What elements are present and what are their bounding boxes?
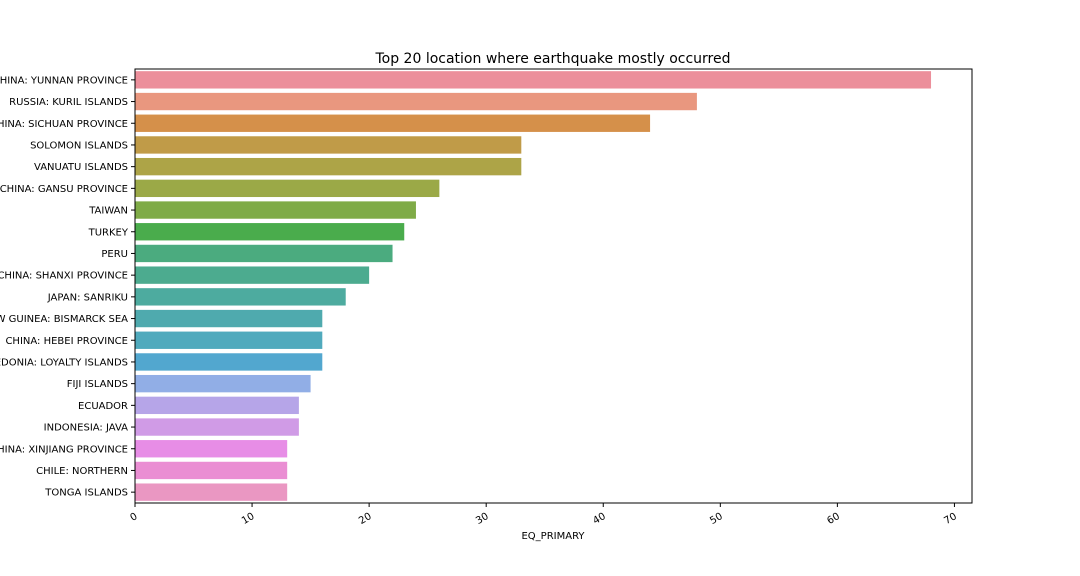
bar-turkey	[135, 223, 405, 241]
bar-china-shanxi-province	[135, 266, 370, 284]
bar-papua-new-guinea-bismarck-sea	[135, 309, 323, 328]
bar-china-gansu-province	[135, 179, 440, 198]
y-tick-label: CHINA: GANSU PROVINCE	[0, 184, 128, 195]
x-tick-label: 20	[357, 511, 374, 527]
y-tick-label: TURKEY	[88, 227, 129, 238]
x-tick-label: 0	[128, 511, 139, 524]
bar-solomon-islands	[135, 136, 522, 154]
x-tick-label: 60	[825, 511, 842, 527]
bar-japan-sanriku	[135, 288, 346, 306]
chart-title: Top 20 location where earthquake mostly …	[374, 51, 730, 67]
y-tick-label: CHINA: YUNNAN PROVINCE	[0, 75, 128, 86]
x-axis-label: EQ_PRIMARY	[521, 531, 585, 542]
y-tick-label: JAPAN: SANRIKU	[47, 292, 128, 303]
bar-peru	[135, 244, 393, 263]
y-tick-label: CHINA: SHANXI PROVINCE	[0, 271, 128, 282]
y-tick-label: PERU	[101, 249, 128, 260]
y-tick-label: INDONESIA: JAVA	[44, 423, 128, 434]
y-tick-label: ECUADOR	[78, 401, 128, 412]
plot-frame	[134, 68, 973, 504]
bar-vanuatu-islands	[135, 157, 522, 176]
y-tick-label: CHINA: XINJIANG PROVINCE	[0, 444, 128, 455]
y-tick-label: CHINA: SICHUAN PROVINCE	[0, 119, 128, 130]
bars-layer	[135, 71, 932, 501]
y-tick-label: RUSSIA: KURIL ISLANDS	[9, 97, 128, 108]
y-tick-label: NEW CALEDONIA: LOYALTY ISLANDS	[0, 357, 128, 368]
bar-russia-kuril-islands	[135, 92, 697, 111]
y-tick-label: TONGA ISLANDS	[44, 488, 128, 499]
y-tick-label: CHILE: NORTHERN	[36, 466, 128, 477]
bar-taiwan	[135, 201, 416, 219]
x-tick-label: 40	[591, 511, 608, 527]
y-tick-label: SOLOMON ISLANDS	[30, 140, 128, 151]
y-tick-label: PAPUA NEW GUINEA: BISMARCK SEA	[0, 314, 128, 325]
y-tick-label: TAIWAN	[88, 206, 128, 217]
x-tick-label: 10	[240, 511, 257, 527]
y-tick-label: CHINA: HEBEI PROVINCE	[5, 336, 128, 347]
bar-tonga-islands	[135, 483, 288, 501]
bar-china-yunnan-province	[135, 71, 932, 89]
x-tick-label: 30	[474, 511, 491, 527]
bar-indonesia-java	[135, 418, 299, 436]
bar-china-sichuan-province	[135, 114, 651, 132]
x-axis: 0 10 20 30 40 50 60 70	[128, 503, 959, 527]
bar-china-xinjiang-province	[135, 440, 288, 458]
x-tick-label: 70	[942, 511, 959, 527]
x-tick-label: 50	[708, 511, 725, 527]
y-axis: CHINA: YUNNAN PROVINCE RUSSIA: KURIL ISLA…	[0, 75, 135, 499]
y-tick-label: FIJI ISLANDS	[67, 379, 128, 390]
bar-ecuador	[135, 396, 299, 415]
bar-fiji-islands	[135, 374, 311, 393]
y-tick-label: VANUATU ISLANDS	[34, 162, 128, 173]
bar-new-caledonia-loyalty-islands	[135, 353, 323, 371]
bar-chile-northern	[135, 461, 288, 480]
bar-china-hebei-province	[135, 331, 323, 349]
